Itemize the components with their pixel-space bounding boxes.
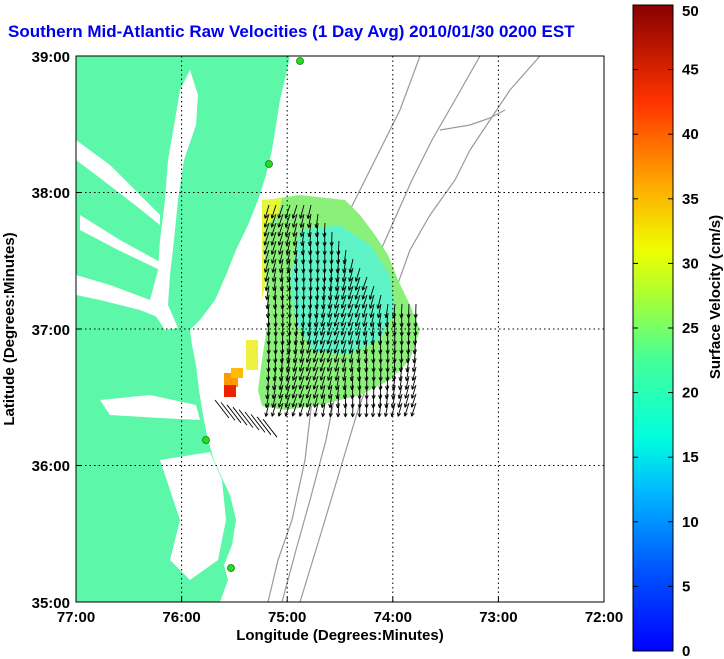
colorbar-ticks: 0 5 10 15 20 25 30 35 40 45 50 <box>633 3 699 659</box>
colorbar-tick-label: 30 <box>682 255 699 272</box>
x-tick-label: 75:00 <box>268 609 306 626</box>
york-james-rivers <box>76 275 168 320</box>
velocity-arrow-set <box>214 204 418 438</box>
potomac-river <box>76 140 160 225</box>
y-tick-label: 37:00 <box>32 322 70 339</box>
albemarle-sound <box>100 395 200 420</box>
colorbar-tick-label: 45 <box>682 62 699 79</box>
velocity-cell-orange-2 <box>231 368 243 378</box>
colorbar-tick-label: 25 <box>682 320 699 337</box>
map-title: Southern Mid-Atlantic Raw Velocities (1 … <box>8 22 575 41</box>
colorbar-tick-label: 10 <box>682 514 699 531</box>
colorbar-label: Surface Velocity (cm/s) <box>707 215 724 379</box>
colorbar-tick-label: 15 <box>682 449 699 466</box>
pamlico-sound <box>160 452 226 580</box>
velocity-field-yellow <box>262 198 282 300</box>
y-tick-label: 36:00 <box>32 458 70 475</box>
colorbar-tick-label: 50 <box>682 3 699 20</box>
colorbar-tick-label: 35 <box>682 191 699 208</box>
y-tick-label: 38:00 <box>32 185 70 202</box>
radar-stations <box>202 57 304 572</box>
station-marker <box>265 160 273 168</box>
x-tick-label: 73:00 <box>479 609 517 626</box>
rappahannock-river <box>80 215 160 270</box>
x-axis-label: Longitude (Degrees:Minutes) <box>236 627 444 644</box>
y-tick-label: 39:00 <box>32 49 70 66</box>
x-tick-label: 74:00 <box>374 609 412 626</box>
colorbar-tick-label: 5 <box>682 578 690 595</box>
velocity-arrows <box>214 204 418 438</box>
chesapeake-bay <box>150 70 198 330</box>
colorbar <box>632 4 674 652</box>
velocity-cell-red <box>224 385 236 397</box>
x-tick-labels: 77:00 76:00 75:00 74:00 73:00 72:00 <box>57 609 623 626</box>
y-axis-label: Latitude (Degrees:Minutes) <box>1 232 18 425</box>
colorbar-tick-label: 0 <box>682 643 690 659</box>
velocity-cell-yellow <box>246 340 258 370</box>
station-marker <box>296 57 304 65</box>
colorbar-tick-label: 40 <box>682 126 699 143</box>
y-tick-label: 35:00 <box>32 595 70 612</box>
x-tick-label: 72:00 <box>585 609 623 626</box>
x-tick-label: 76:00 <box>162 609 200 626</box>
axis-ticks <box>75 55 605 603</box>
station-marker <box>227 564 235 572</box>
x-tick-label: 77:00 <box>57 609 95 626</box>
grid-lines <box>76 56 604 602</box>
y-tick-labels: 39:00 38:00 37:00 36:00 35:00 <box>32 49 70 612</box>
colorbar-tick-label: 20 <box>682 385 699 402</box>
station-marker <box>202 436 210 444</box>
